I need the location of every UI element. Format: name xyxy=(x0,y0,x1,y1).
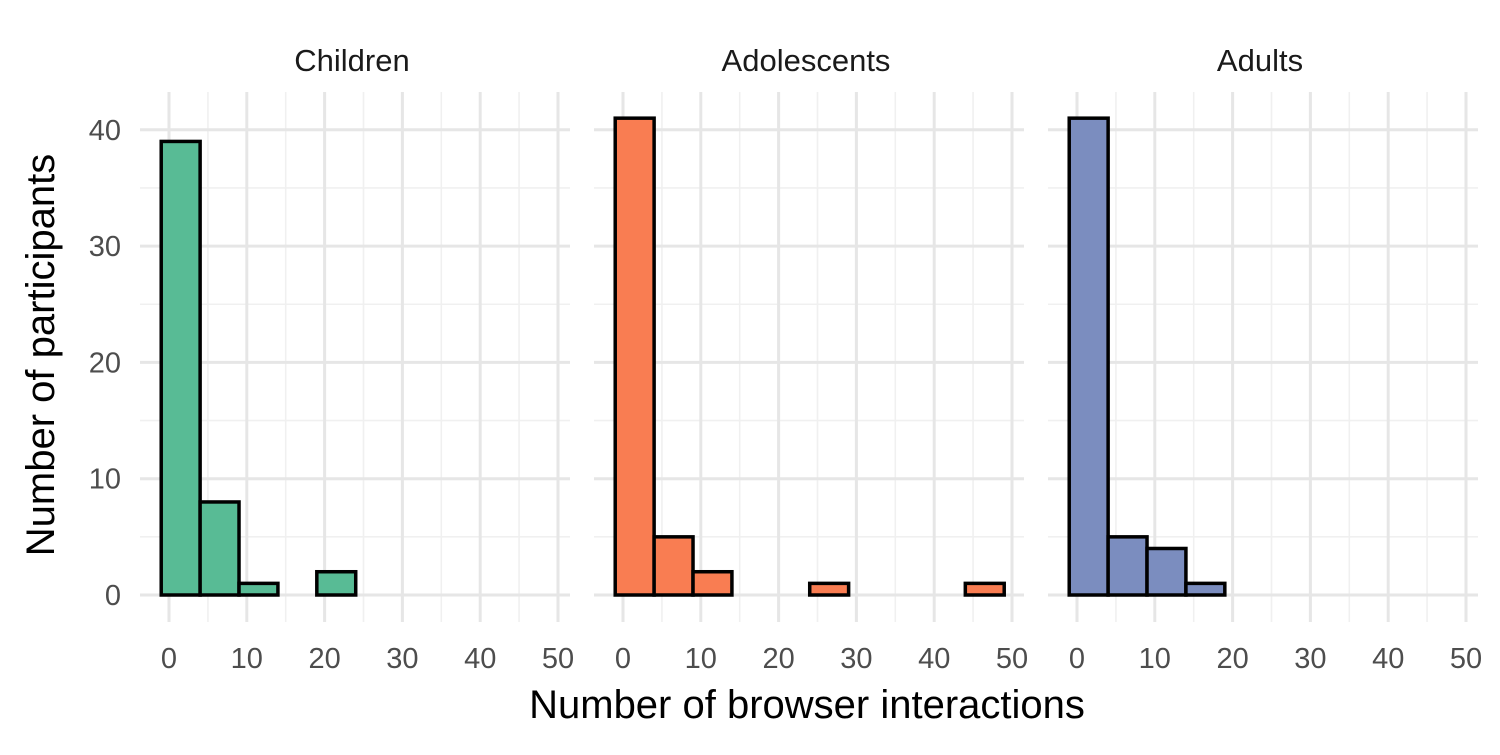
y-tick-label: 40 xyxy=(89,115,121,147)
y-axis-title: Number of participants xyxy=(19,154,63,556)
x-tick-label: 40 xyxy=(918,643,950,675)
x-tick-label: 10 xyxy=(685,643,717,675)
histogram-bar xyxy=(1145,546,1188,597)
x-tick-label: 30 xyxy=(840,643,872,675)
panel-adults: Adults 0 10 20 30 40 50 xyxy=(1048,43,1482,675)
histogram-bar xyxy=(159,139,202,597)
x-tick-label: 20 xyxy=(1216,643,1248,675)
panel-title: Adults xyxy=(1217,43,1303,78)
histogram-bar xyxy=(237,581,280,597)
x-tick-label: 10 xyxy=(1139,643,1171,675)
y-tick-label: 0 xyxy=(105,580,121,612)
panel-title: Children xyxy=(294,43,409,78)
histogram-bar xyxy=(652,535,695,597)
x-tick-label: 0 xyxy=(615,643,631,675)
x-tick-label: 0 xyxy=(161,643,177,675)
histogram-bar xyxy=(315,569,358,597)
histogram-bar xyxy=(963,581,1006,597)
x-tick-label: 50 xyxy=(542,643,574,675)
histogram-bar xyxy=(807,581,851,597)
x-tick-label: 0 xyxy=(1069,643,1085,675)
histogram-bar xyxy=(1106,535,1149,597)
x-axis-title: Number of browser interactions xyxy=(529,683,1085,727)
x-tick-label: 20 xyxy=(762,643,794,675)
y-tick-label: 20 xyxy=(89,347,121,379)
histogram-bar xyxy=(613,116,656,597)
x-tick-label: 30 xyxy=(386,643,418,675)
histogram-bar xyxy=(1184,581,1227,597)
y-tick-label: 30 xyxy=(89,231,121,263)
panel-title: Adolescents xyxy=(722,43,891,78)
histogram-bar xyxy=(198,500,241,597)
x-tick-label: 50 xyxy=(1450,643,1482,675)
x-tick-label: 10 xyxy=(231,643,263,675)
x-tick-label: 30 xyxy=(1294,643,1326,675)
histogram-bar xyxy=(691,569,734,597)
y-tick-label: 10 xyxy=(89,464,121,496)
x-tick-label: 20 xyxy=(308,643,340,675)
x-tick-label: 50 xyxy=(996,643,1028,675)
histogram-bar xyxy=(1067,116,1110,597)
x-tick-label: 40 xyxy=(464,643,496,675)
panel-adolescents: Adolescents 0 10 20 30 40 50 xyxy=(594,43,1028,675)
x-tick-label: 40 xyxy=(1372,643,1404,675)
y-axis: 0 10 20 30 40 xyxy=(89,115,121,612)
panel-children: Children 0 10 20 30 40 50 xyxy=(140,43,574,675)
panels-layer: Children 0 10 20 30 40 50 Adolescents 0 10 20 30 40 5… xyxy=(140,43,1482,675)
